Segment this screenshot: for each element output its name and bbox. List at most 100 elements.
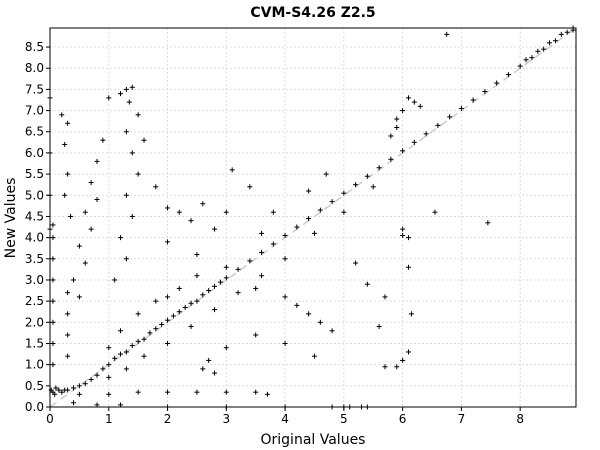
data-point (112, 277, 118, 283)
data-point (423, 131, 429, 137)
data-point (482, 89, 488, 95)
x-tick-label: 1 (105, 412, 113, 426)
data-point (382, 294, 388, 300)
data-point (206, 288, 212, 294)
data-point (388, 133, 394, 139)
data-point (123, 349, 129, 355)
data-point (141, 336, 147, 342)
data-point (394, 125, 400, 131)
data-point (306, 188, 312, 194)
data-point (223, 275, 229, 281)
data-point (135, 171, 141, 177)
data-point (529, 55, 535, 61)
data-point (88, 180, 94, 186)
data-point (188, 218, 194, 224)
x-tick-label: 6 (399, 412, 407, 426)
data-point (106, 391, 112, 397)
data-point (188, 300, 194, 306)
data-point (94, 372, 100, 378)
data-point (541, 46, 547, 52)
data-point (153, 184, 159, 190)
data-point (253, 389, 259, 395)
data-point (147, 330, 153, 336)
data-point (294, 302, 300, 308)
data-point (59, 112, 65, 118)
data-point (523, 57, 529, 63)
data-point (135, 389, 141, 395)
data-point (417, 103, 423, 109)
data-point (270, 241, 276, 247)
data-point (329, 199, 335, 205)
x-tick-label: 7 (458, 412, 466, 426)
data-point (223, 345, 229, 351)
data-point (394, 364, 400, 370)
data-point (535, 48, 541, 54)
data-point (444, 31, 450, 37)
data-point (165, 294, 171, 300)
data-points (47, 25, 576, 410)
data-point (88, 376, 94, 382)
data-point (435, 122, 441, 128)
y-tick-label: 8.0 (25, 61, 44, 75)
data-point (194, 389, 200, 395)
x-axis-ticks: 0 1 2 3 4 5 6 7 8 (46, 407, 524, 426)
x-tick-label: 4 (281, 412, 289, 426)
data-point (212, 370, 218, 376)
data-point (223, 209, 229, 215)
data-point (376, 165, 382, 171)
y-axis-ticks: 0.0 0.5 1.0 1.5 2.0 2.5 3.0 3.5 4.0 4.5 5.0 5.5 6.0 6… (25, 40, 50, 414)
data-point (82, 381, 88, 387)
data-point (317, 207, 323, 213)
data-point (65, 332, 71, 338)
y-tick-label: 1.5 (25, 336, 44, 350)
data-point (170, 313, 176, 319)
data-point (71, 277, 77, 283)
data-point (353, 182, 359, 188)
y-tick-label: 0.0 (25, 400, 44, 414)
data-point (194, 273, 200, 279)
data-point (76, 243, 82, 249)
data-point (206, 357, 212, 363)
data-point (159, 321, 165, 327)
data-point (458, 105, 464, 111)
data-point (317, 319, 323, 325)
data-point (341, 190, 347, 196)
data-point (106, 95, 112, 101)
data-point (50, 277, 56, 283)
data-point (94, 197, 100, 203)
data-point (282, 256, 288, 262)
data-point (400, 357, 406, 363)
y-tick-label: 4.5 (25, 209, 44, 223)
data-point (126, 99, 132, 105)
data-point (406, 349, 412, 355)
data-point (194, 252, 200, 258)
data-point (470, 97, 476, 103)
data-point (176, 285, 182, 291)
y-tick-label: 5.0 (25, 188, 44, 202)
data-point (552, 38, 558, 44)
data-point (135, 338, 141, 344)
data-point (517, 63, 523, 69)
data-point (223, 389, 229, 395)
data-point (123, 192, 129, 198)
data-point (118, 328, 124, 334)
data-point (106, 362, 112, 368)
data-point (65, 311, 71, 317)
data-point (264, 391, 270, 397)
data-point (129, 343, 135, 349)
data-point (50, 340, 56, 346)
data-point (118, 235, 124, 241)
x-tick-label: 8 (516, 412, 524, 426)
y-tick-label: 0.5 (25, 379, 44, 393)
data-point (400, 108, 406, 114)
data-point (129, 213, 135, 219)
data-point (259, 273, 265, 279)
data-point (400, 148, 406, 154)
data-point (65, 171, 71, 177)
data-point (76, 391, 82, 397)
x-tick-label: 3 (222, 412, 230, 426)
data-point (123, 86, 129, 92)
data-point (212, 307, 218, 313)
data-point (323, 171, 329, 177)
